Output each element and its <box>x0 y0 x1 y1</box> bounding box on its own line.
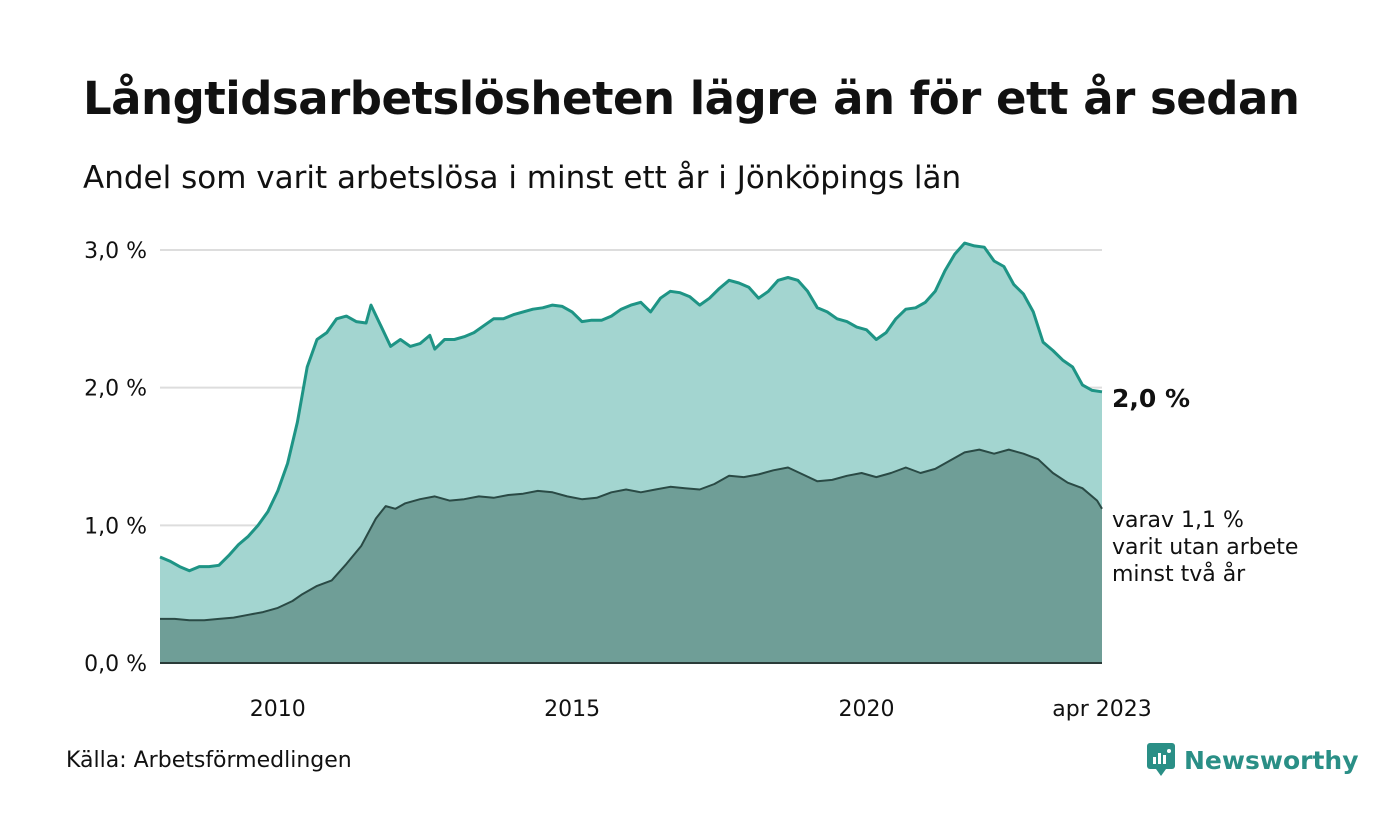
y-tick-label: 3,0 % <box>84 239 147 264</box>
source-credit: Källa: Arbetsförmedlingen <box>66 748 352 773</box>
y-tick-label: 1,0 % <box>84 514 147 539</box>
area-series-2 <box>160 449 1102 663</box>
x-tick-label: 2020 <box>839 697 895 722</box>
x-tick-label: 2015 <box>544 697 600 722</box>
newsworthy-logo-icon <box>1147 743 1175 776</box>
series-2-end-label-line-1: varav 1,1 % <box>1112 508 1244 533</box>
chart-title: Långtidsarbetslösheten lägre än för ett … <box>83 72 1300 125</box>
y-axis-ticks: 0,0 % 1,0 % 2,0 % 3,0 % <box>84 239 147 677</box>
series-2-end-label-line-3: minst två år <box>1112 561 1246 587</box>
chart-subtitle: Andel som varit arbetslösa i minst ett å… <box>83 160 962 196</box>
x-axis-ticks: 2010 2015 2020 apr 2023 <box>250 697 1152 722</box>
line-series-2 <box>160 448 1103 622</box>
brand[interactable]: Newsworthy <box>1146 742 1359 778</box>
series-2-end-label-line-2: varit utan arbete <box>1112 535 1298 560</box>
x-tick-label: apr 2023 <box>1052 697 1151 722</box>
y-tick-label: 2,0 % <box>84 377 147 402</box>
series-2-end-label: varav 1,1 % varit utan arbete minst två … <box>1112 508 1305 587</box>
line-series-1 <box>159 241 1103 573</box>
series-layer <box>159 241 1103 663</box>
x-tick-label: 2010 <box>250 697 306 722</box>
brand-name: Newsworthy <box>1184 745 1359 775</box>
series-1-end-label: 2,0 % <box>1112 384 1190 413</box>
y-tick-label: 0,0 % <box>84 652 147 677</box>
